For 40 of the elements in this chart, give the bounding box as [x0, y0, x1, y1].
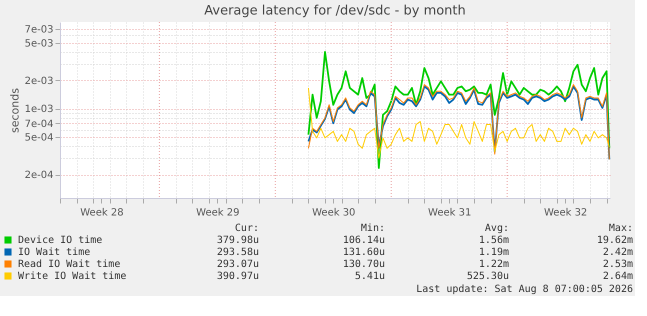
y-tick-label: 2e-03 — [24, 76, 54, 87]
x-tick-label: Week 29 — [196, 208, 240, 218]
legend-label: Read IO Wait time — [18, 259, 120, 270]
x-tick-label: Week 28 — [80, 208, 124, 218]
text: 1.19m — [478, 247, 509, 258]
text: Cur: — [234, 223, 259, 234]
y-tick-label: 1e-03 — [24, 104, 54, 116]
text: 390.97u — [216, 271, 259, 282]
text: Avg: — [484, 223, 509, 234]
legend-label: Device IO time — [18, 235, 102, 246]
x-tick-label: Week 32 — [544, 208, 588, 218]
text: 293.58u — [216, 247, 259, 258]
text: Last update: Sat Aug 8 07:00:05 2026 — [416, 284, 633, 295]
y-tick-label: 5e-03 — [24, 38, 54, 50]
text: 19.62m — [596, 235, 633, 246]
text: 379.98u — [216, 235, 259, 246]
x-tick-label: Week 31 — [428, 208, 472, 218]
text: 2.42m — [602, 247, 633, 258]
line-series — [308, 51, 610, 169]
x-tick-label: Week 30 — [312, 208, 356, 218]
text: 1.22m — [478, 259, 509, 270]
text: 293.07u — [216, 259, 259, 270]
text: 525.30u — [466, 271, 509, 282]
text: 106.14u — [342, 235, 385, 246]
y-tick-label: 5e-04 — [24, 132, 54, 144]
text: 1.56m — [478, 235, 509, 246]
chart-title: Average latency for /dev/sdc - by month — [204, 4, 466, 18]
text: Min: — [360, 223, 385, 234]
y-tick-label: 2e-04 — [24, 170, 54, 182]
text: 131.60u — [342, 247, 385, 258]
text: Max: — [608, 223, 633, 234]
y-tick-label: 7e-03 — [24, 24, 54, 36]
legend-label: Write IO Wait time — [18, 271, 126, 282]
text: 130.70u — [342, 259, 385, 270]
text: 2.64m — [602, 271, 633, 282]
text: 5.41u — [354, 271, 385, 282]
y-axis-title: seconds — [8, 88, 22, 133]
y-tick-label: 7e-04 — [24, 118, 54, 130]
legend-label: IO Wait time — [18, 247, 90, 258]
text: 2.53m — [602, 259, 633, 270]
